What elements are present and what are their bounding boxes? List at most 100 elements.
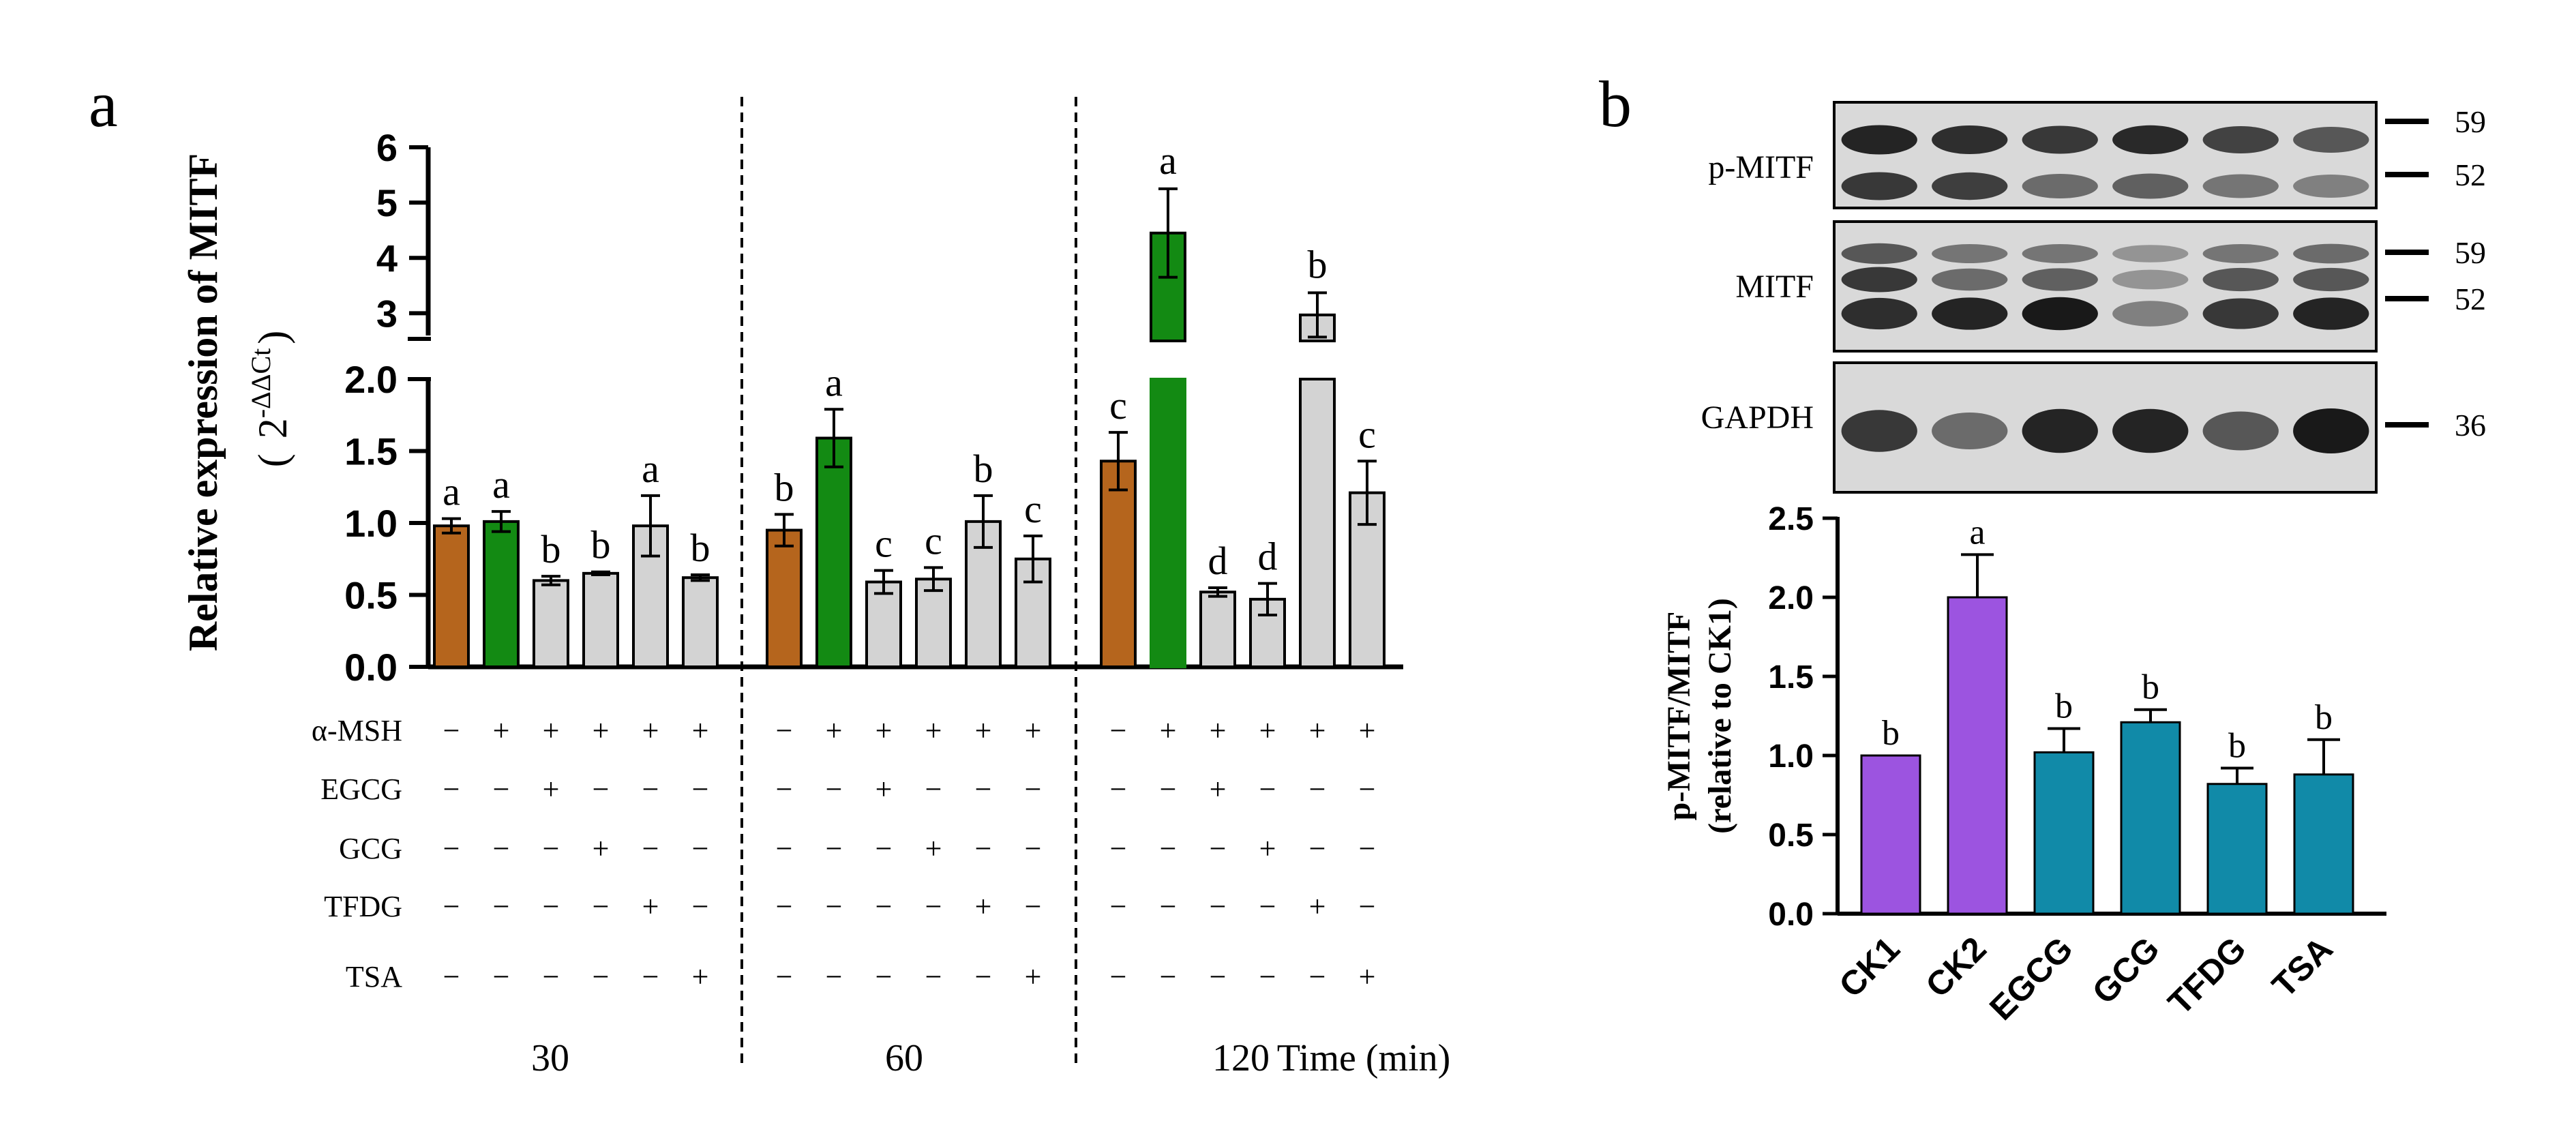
significance-letter: d: [1258, 535, 1278, 579]
treatment-sign: +: [593, 714, 610, 747]
treatment-sign: −: [1025, 773, 1042, 806]
bar: [915, 578, 952, 668]
y-tick-label: 1.5: [344, 430, 398, 473]
blot-band: [1841, 125, 1917, 155]
marker-label: 59: [2455, 235, 2486, 270]
bar: [815, 436, 852, 668]
bar: [1199, 590, 1236, 669]
treatment-sign: +: [593, 832, 610, 865]
y-tick-label: 1.5: [1768, 659, 1814, 695]
treatment-sign: +: [1210, 773, 1227, 806]
treatment-sign: −: [1309, 960, 1326, 993]
treatment-sign: −: [1025, 890, 1042, 923]
bar: [1947, 596, 2008, 915]
blot-band: [2293, 243, 2369, 264]
treatment-sign: −: [443, 890, 460, 923]
significance-letter: a: [1159, 138, 1177, 183]
treatment-sign: −: [593, 960, 610, 993]
treatment-sign: −: [642, 832, 659, 865]
significance-letter: c: [1109, 383, 1127, 428]
y-tick-label: 5: [376, 181, 398, 224]
treatment-sign: −: [925, 773, 942, 806]
bar: [1299, 378, 1336, 668]
treatment-sign: −: [1110, 714, 1127, 747]
significance-letter: b: [974, 447, 993, 491]
treatment-label: EGCG: [320, 773, 402, 806]
treatment-sign: +: [1259, 714, 1276, 747]
significance-letter: c: [1024, 487, 1042, 531]
marker-label: 59: [2455, 104, 2486, 139]
bar: [2206, 783, 2268, 915]
treatment-sign: −: [776, 960, 793, 993]
blot-panel: [1833, 361, 2378, 494]
y-tick-label: 0.0: [1768, 897, 1814, 933]
bar: [766, 528, 803, 668]
treatment-sign: +: [1309, 890, 1326, 923]
blot-panel: [1833, 220, 2378, 353]
significance-letter: b: [591, 523, 611, 567]
treatment-sign: +: [975, 714, 992, 747]
significance-letter: b: [2228, 727, 2246, 766]
blot-band: [2022, 174, 2098, 198]
blot-band: [2022, 297, 2098, 331]
y-tick-label: 2.0: [344, 358, 398, 401]
marker-label: 52: [2455, 282, 2486, 316]
bar: [483, 520, 520, 669]
treatment-sign: +: [642, 714, 659, 747]
bar: [582, 571, 619, 668]
treatment-sign: −: [1160, 832, 1177, 865]
treatment-sign: −: [443, 773, 460, 806]
x-tick-label: TSA: [2264, 929, 2339, 1004]
formula-close: ): [250, 331, 295, 344]
blot-band: [2202, 411, 2279, 451]
treatment-sign: +: [1259, 832, 1276, 865]
x-tick-label: TFDG: [2161, 929, 2253, 1022]
blot-band: [1841, 267, 1917, 293]
treatment-sign: −: [543, 890, 560, 923]
treatment-sign: −: [1259, 773, 1276, 806]
bar: [433, 524, 470, 668]
treatment-sign: −: [1210, 890, 1227, 923]
treatment-sign: +: [1309, 714, 1326, 747]
x-axis-label: Time (min): [1277, 1037, 1451, 1079]
blot-band: [2112, 245, 2189, 263]
y-tick-label: 0.5: [344, 574, 398, 617]
blot-row-label: p-MITF: [1708, 149, 1814, 185]
treatment-sign: −: [975, 960, 992, 993]
treatment-sign: −: [593, 890, 610, 923]
treatment-sign: +: [1210, 714, 1227, 747]
western-blot: p-MITF 59 52 MITF 59 52 GAPDH 36: [1701, 101, 2486, 494]
bar: [1860, 754, 1921, 915]
blot-band: [2293, 175, 2369, 198]
treatment-sign: +: [1025, 960, 1042, 993]
treatment-sign: −: [826, 960, 843, 993]
significance-letter: b: [2142, 668, 2159, 707]
treatment-sign: −: [443, 832, 460, 865]
y-tick-label: 1.0: [1768, 738, 1814, 775]
y-axis-label: p-MITF/MITF: [1661, 612, 1697, 821]
blot-band: [1932, 244, 2008, 263]
treatment-sign: −: [493, 890, 510, 923]
treatment-sign: −: [776, 714, 793, 747]
treatment-sign: −: [1359, 890, 1376, 923]
blot-band: [2112, 408, 2189, 453]
treatment-label: GCG: [339, 832, 402, 865]
treatment-sign: −: [1110, 832, 1127, 865]
treatment-sign: −: [776, 832, 793, 865]
treatment-sign: −: [1309, 773, 1326, 806]
treatment-sign: −: [1309, 832, 1326, 865]
treatment-sign: −: [692, 890, 709, 923]
bar: [1150, 378, 1186, 668]
chart-b: 0.0 0.5 1.0 1.5 2.0 2.5 p-MITF/MITF (relative t…: [1661, 501, 2386, 1028]
time-label: 120: [1212, 1037, 1270, 1079]
blot-band: [2202, 126, 2279, 153]
treatment-sign: +: [1359, 714, 1376, 747]
treatment-sign: −: [1110, 773, 1127, 806]
treatment-sign: −: [692, 832, 709, 865]
treatment-label: α-MSH: [312, 714, 402, 747]
treatment-sign: −: [1259, 960, 1276, 993]
blot-band: [1841, 243, 1917, 265]
bar: [2120, 721, 2181, 915]
treatment-sign: −: [1359, 773, 1376, 806]
treatment-sign: +: [1025, 714, 1042, 747]
